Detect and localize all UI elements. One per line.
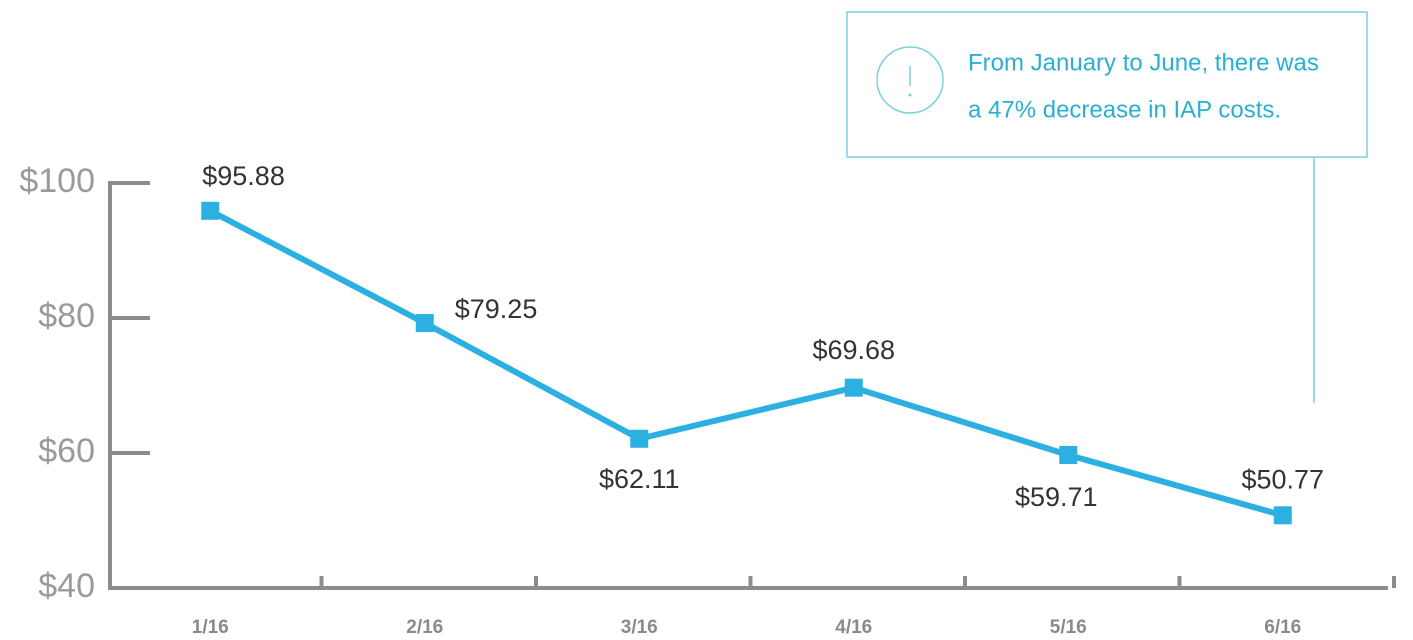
alert-icon bbox=[876, 46, 944, 114]
marker bbox=[201, 201, 220, 220]
annotation-box bbox=[846, 11, 1368, 158]
data-label: $79.25 bbox=[455, 294, 538, 324]
y-tick-label: $80 bbox=[38, 297, 95, 335]
annotation-text: a 47% decrease in IAP costs. bbox=[968, 96, 1281, 123]
annotation-text: From January to June, there was bbox=[968, 49, 1319, 76]
y-tick-label: $60 bbox=[38, 432, 95, 470]
marker bbox=[630, 429, 649, 448]
data-label: $59.71 bbox=[1015, 482, 1098, 512]
data-label: $50.77 bbox=[1241, 464, 1324, 494]
x-tick-label: 2/16 bbox=[406, 617, 443, 638]
data-label: $62.11 bbox=[599, 464, 680, 494]
alert-icon bbox=[908, 93, 912, 97]
data-label: $69.68 bbox=[812, 335, 895, 365]
x-tick-label: 5/16 bbox=[1050, 617, 1087, 638]
line bbox=[208, 208, 1284, 519]
y-tick-label: $100 bbox=[19, 162, 95, 200]
marker bbox=[415, 314, 434, 333]
x-tick-label: 3/16 bbox=[621, 617, 658, 638]
marker bbox=[844, 378, 863, 397]
x-tick-label: 6/16 bbox=[1264, 617, 1301, 638]
x-tick-label: 1/16 bbox=[192, 617, 229, 638]
marker bbox=[1273, 506, 1292, 525]
marker bbox=[1059, 445, 1078, 464]
y-tick-label: $40 bbox=[38, 567, 95, 605]
data-label: $95.88 bbox=[202, 161, 285, 191]
x-tick-label: 4/16 bbox=[835, 617, 872, 638]
